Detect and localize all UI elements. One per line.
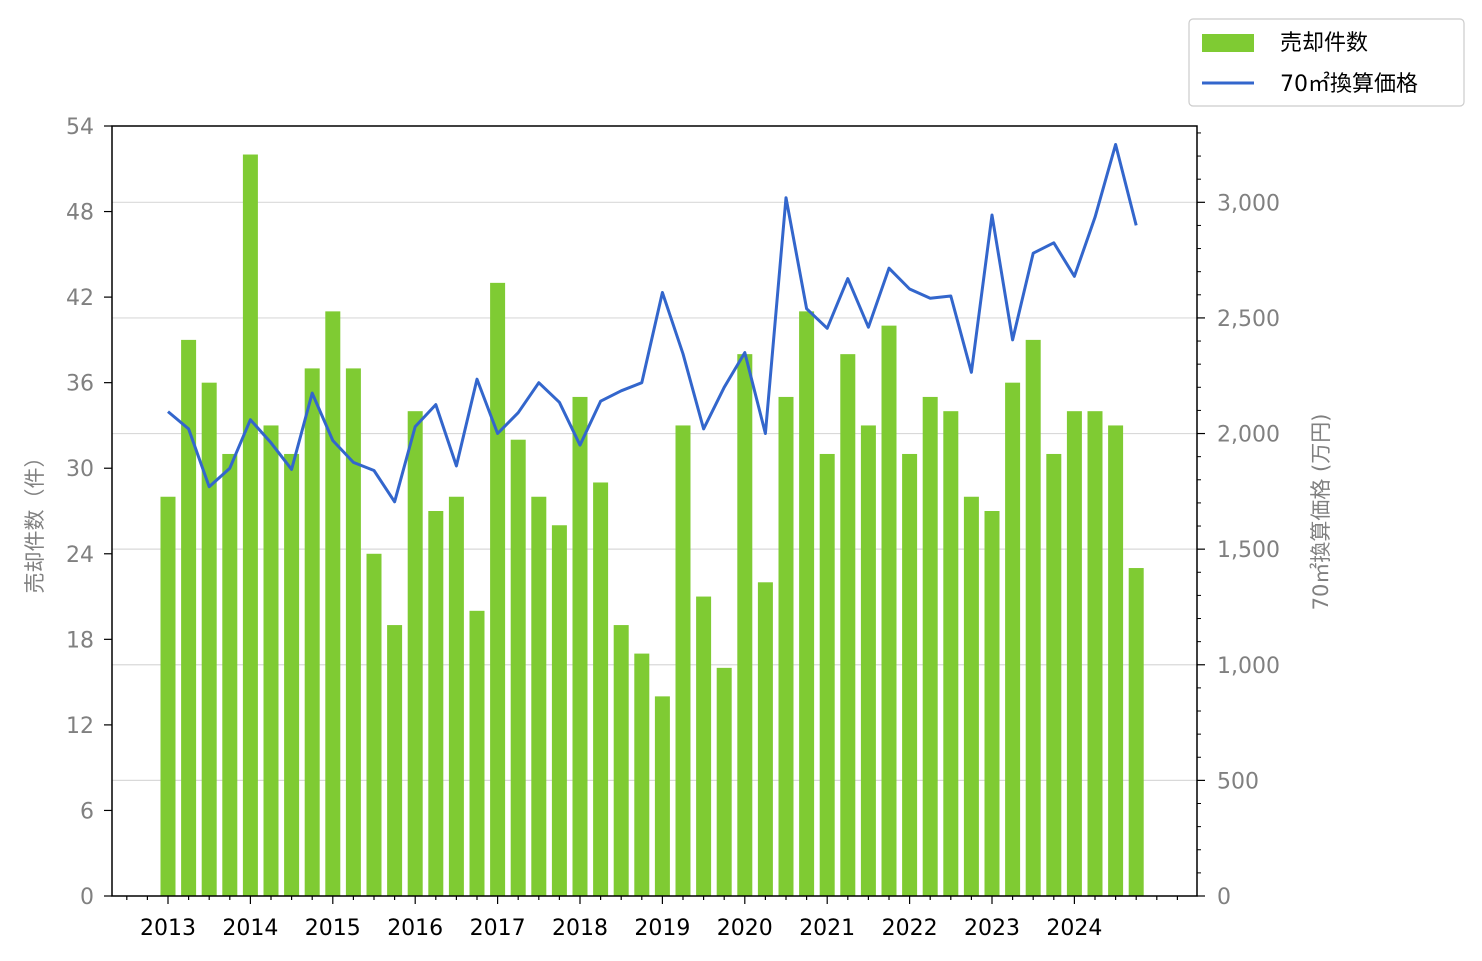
right-axis: 0 500 1,000 1,500 2,000 2,500 3,000 [1197,132,1280,910]
bar [181,339,197,896]
bar [984,511,1000,896]
left-tick-label: 36 [66,372,94,397]
right-tick-label: 1,000 [1217,654,1280,679]
bar [242,154,258,896]
bar [490,282,506,897]
bar [572,396,588,896]
bar [201,382,217,897]
bar [634,653,650,896]
bar [510,439,526,896]
bar [881,325,897,896]
left-tick-label: 18 [66,628,94,653]
left-axis-title: 売却件数（件） [23,447,47,594]
bar [902,453,918,896]
right-tick-label: 0 [1217,885,1231,910]
bar [675,425,691,896]
bar [860,425,876,896]
price-line [167,143,1138,504]
line-series [167,143,1138,504]
bar [428,511,444,896]
bar [1128,568,1144,896]
bar [469,610,485,896]
plot-frame [111,125,1198,897]
bar [531,496,547,896]
bar [778,396,794,896]
bar-series [160,154,1144,897]
bar [263,425,279,896]
left-tick-label: 24 [66,543,94,568]
left-tick-label: 12 [66,714,94,739]
x-tick-label: 2015 [305,916,361,941]
bar [757,582,773,896]
bar [922,396,938,896]
x-tick-label: 2013 [140,916,196,941]
bar [222,453,238,896]
right-axis-title: 70㎡換算価格 (万円) [1309,414,1333,611]
x-axis: 2013 2014 2015 2016 2017 2018 2019 2020 2021 2022… [126,896,1179,941]
x-tick-label: 2024 [1046,916,1102,941]
bar [345,368,361,896]
right-tick-label: 500 [1217,769,1259,794]
x-tick-label: 2019 [634,916,690,941]
left-tick-label: 54 [66,115,94,140]
bar [840,354,856,896]
legend: 売却件数 70㎡換算価格 [1188,18,1465,107]
bar [551,525,567,896]
bar [799,311,815,896]
bar [407,411,423,896]
right-tick-label: 2,500 [1217,307,1280,332]
bar [387,625,403,896]
bar [304,368,320,896]
legend-box [1188,18,1465,107]
bar [963,496,979,896]
bar [737,354,753,896]
bar [696,596,712,896]
bar [593,482,609,896]
x-tick-label: 2022 [882,916,938,941]
bar [1005,382,1021,897]
legend-bar-swatch [1202,34,1254,52]
bar [1066,411,1082,896]
bar [1087,411,1103,896]
x-tick-label: 2020 [717,916,773,941]
right-tick-label: 2,000 [1217,423,1280,448]
bar [366,553,382,896]
left-tick-label: 0 [80,885,94,910]
bar [448,496,464,896]
left-tick-label: 6 [80,799,94,824]
bar [325,311,341,896]
x-tick-label: 2023 [964,916,1020,941]
bar [716,667,732,896]
legend-line-label: 70㎡換算価格 [1280,71,1418,97]
left-axis: 0 6 12 18 24 30 36 42 48 54 [66,115,112,910]
bar [284,453,300,896]
bar [819,453,835,896]
left-tick-label: 48 [66,201,94,226]
legend-bar-label: 売却件数 [1280,31,1368,56]
bar [1025,339,1041,896]
right-tick-label: 1,500 [1217,538,1280,563]
x-tick-label: 2021 [799,916,855,941]
bar [613,625,629,896]
left-tick-label: 30 [66,457,94,482]
bar [943,411,959,896]
x-tick-label: 2018 [552,916,608,941]
left-tick-label: 42 [66,286,94,311]
x-tick-label: 2014 [222,916,278,941]
right-tick-label: 3,000 [1217,191,1280,216]
bar [1108,425,1124,896]
bar [1046,453,1062,896]
bar [160,496,176,896]
x-tick-label: 2016 [387,916,443,941]
x-tick-label: 2017 [470,916,526,941]
bar [654,696,670,896]
